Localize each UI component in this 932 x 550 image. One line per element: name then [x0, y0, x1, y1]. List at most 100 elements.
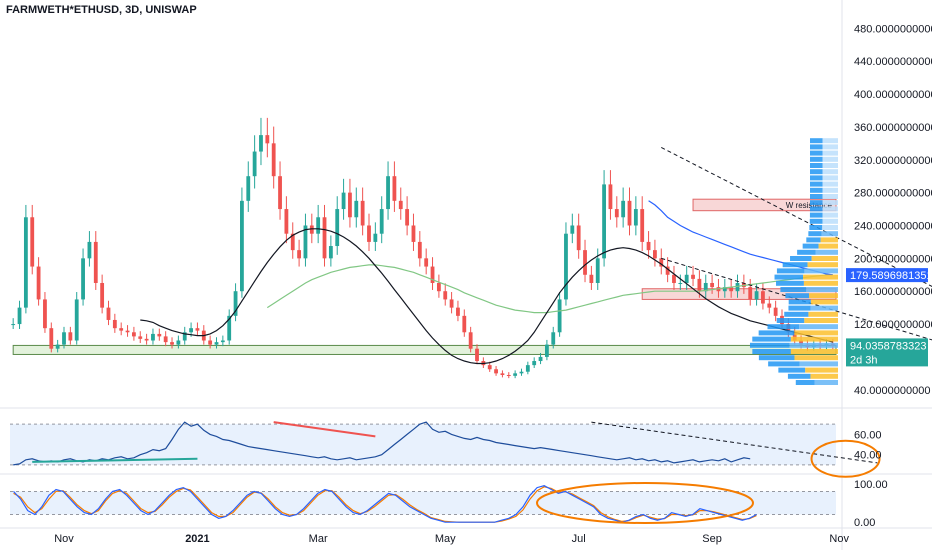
volume-profile-bar	[788, 305, 811, 311]
volume-profile-bar	[810, 163, 823, 168]
candle-body	[328, 246, 333, 259]
candle-body	[23, 217, 28, 308]
candle-body	[74, 299, 79, 341]
candle-body	[462, 315, 467, 333]
volume-profile-bar	[818, 243, 838, 249]
candle-body	[284, 209, 289, 234]
rsi-bearish-divergence-line	[273, 421, 376, 438]
volume-profile-bar	[822, 150, 838, 156]
candle-body	[500, 373, 505, 375]
candle-body	[602, 184, 606, 259]
chart-title: FARMWETH*ETHUSD, 3D, UNISWAP	[6, 4, 197, 16]
candle-body	[411, 225, 416, 242]
candle-body	[208, 340, 213, 345]
candle-body	[233, 291, 238, 316]
candle-body	[49, 328, 54, 349]
volume-profile-bar	[808, 231, 822, 237]
price-tick-label: 40.0000000000	[854, 385, 930, 397]
volume-profile-bar	[810, 175, 823, 181]
volume-profile-bar	[822, 194, 838, 199]
candle-body	[93, 241, 98, 283]
ma-blue-line	[648, 200, 833, 276]
volume-profile-bar	[806, 237, 821, 243]
volume-profile-bar	[814, 380, 838, 385]
candle-body	[81, 258, 85, 300]
candle-body	[608, 184, 613, 210]
price-tick-label: 480.0000000000	[854, 23, 932, 35]
candle-body	[665, 266, 670, 275]
candle-body	[163, 336, 168, 343]
volume-profile-bar	[822, 225, 838, 230]
candle-body	[348, 192, 352, 218]
candle-body	[519, 371, 524, 374]
w-resistance-label: W resistance	[786, 201, 833, 210]
stoch-band	[10, 491, 836, 515]
stoch-d-line	[13, 486, 757, 523]
candle-body	[11, 324, 16, 326]
candles-layer	[11, 117, 835, 379]
candle-body	[551, 332, 556, 345]
candle-body	[170, 342, 174, 345]
volume-profile-bar	[790, 336, 838, 342]
volume-profile-bar	[802, 243, 819, 249]
price-tick-label: 160.0000000000	[854, 286, 932, 298]
time-axis-layer: Nov2021MarMayJulSepNov2022Mar	[54, 533, 849, 545]
candle-body	[68, 332, 73, 341]
volume-profile-bar	[821, 231, 838, 237]
volume-profile-bar	[810, 299, 838, 305]
candle-body	[443, 291, 448, 300]
candle-body	[151, 333, 155, 341]
stoch-highlight-circle	[536, 482, 754, 524]
candle-body	[576, 225, 581, 251]
candle-body	[697, 278, 702, 292]
price-tick-label: 440.0000000000	[854, 56, 932, 68]
volume-profile-bar	[776, 268, 805, 274]
volume-profile-bar	[789, 342, 838, 348]
candle-body	[220, 340, 225, 343]
volume-profile-bar	[794, 355, 838, 361]
rsi-trendline	[591, 421, 878, 464]
volume-profile-bar	[822, 163, 838, 168]
moving-averages-layer	[140, 200, 833, 365]
candle-body	[106, 307, 111, 320]
rsi-pane: 60.00 40.00	[10, 421, 882, 478]
candle-body	[303, 225, 308, 259]
candle-body	[259, 135, 263, 152]
volume-profile-bar	[822, 206, 838, 212]
candle-body	[748, 287, 753, 300]
candle-body	[87, 241, 92, 259]
volume-profile-bar	[758, 330, 795, 336]
volume-profile-bar	[799, 361, 838, 367]
volume-profile-bar	[780, 287, 807, 292]
candle-body	[138, 336, 143, 339]
candle-body	[55, 344, 60, 349]
candle-body	[189, 328, 193, 333]
volume-profile-layer	[749, 138, 838, 385]
volume-profile-bar	[776, 318, 805, 323]
candle-body	[653, 250, 657, 259]
volume-profile-bar	[807, 262, 838, 268]
volume-profile-bar	[810, 150, 823, 156]
volume-profile-bar	[822, 175, 838, 181]
candle-body	[373, 233, 378, 242]
candle-body	[703, 282, 708, 292]
stoch-k-line	[13, 485, 757, 523]
ma-value-label: 179.5896981351	[850, 270, 932, 282]
volume-profile-bar	[809, 187, 823, 193]
candle-body	[468, 332, 473, 349]
price-tick-label: 320.0000000000	[854, 155, 932, 167]
stoch-tick-label: 0.00	[854, 517, 875, 529]
volume-profile-bar	[809, 212, 823, 218]
volume-profile-bar	[788, 299, 811, 305]
volume-profile-bar	[815, 249, 838, 255]
candle-body	[525, 365, 530, 372]
volume-profile-bar	[803, 280, 838, 286]
volume-profile-bar	[822, 212, 838, 218]
time-tick-label: Mar	[309, 533, 328, 545]
volume-profile-bar	[822, 187, 838, 193]
volume-profile-bar	[782, 262, 808, 268]
stoch-pane: 100.00 0.00	[10, 479, 888, 529]
volume-profile-bar	[809, 200, 823, 206]
candle-body	[589, 274, 594, 283]
